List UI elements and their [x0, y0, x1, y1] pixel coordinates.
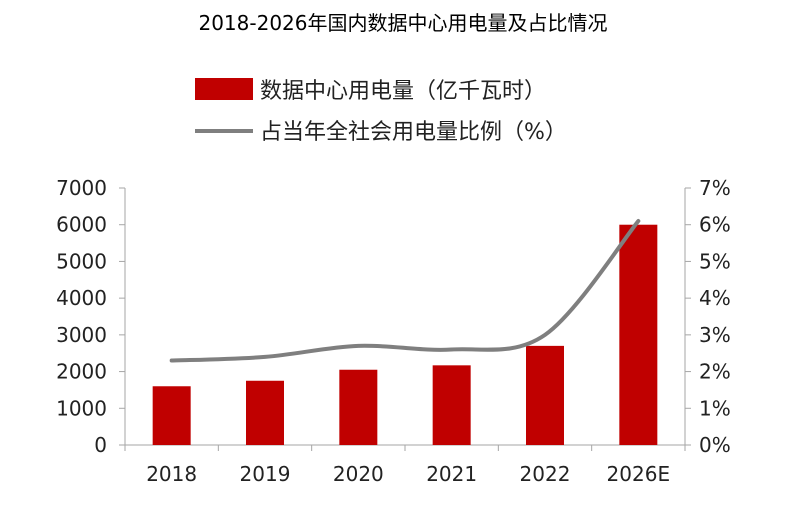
bar — [339, 369, 378, 445]
right-tick-label: 1% — [699, 396, 731, 420]
legend-bar-label: 数据中心用电量（亿千瓦时） — [260, 79, 546, 104]
right-tick-label: 0% — [699, 433, 731, 457]
left-tick-label: 0 — [94, 433, 107, 457]
right-tick-label: 7% — [699, 176, 731, 200]
chart-title: 2018-2026年国内数据中心用电量及占比情况 — [198, 11, 607, 35]
left-tick-label: 1000 — [56, 396, 107, 420]
legend: 数据中心用电量（亿千瓦时） 占当年全社会用电量比例（%） — [195, 78, 567, 145]
ratio-line — [169, 219, 641, 363]
bar — [152, 386, 191, 445]
x-tick-label: 2019 — [240, 462, 291, 486]
x-tick-label: 2022 — [520, 462, 571, 486]
x-tick-label: 2021 — [426, 462, 477, 486]
bar — [432, 365, 471, 445]
left-tick-label: 5000 — [56, 249, 107, 273]
right-tick-label: 4% — [699, 286, 731, 310]
left-tick-label: 3000 — [56, 323, 107, 347]
x-tick-label: 2026E — [607, 462, 671, 486]
left-tick-label: 7000 — [56, 176, 107, 200]
bar — [619, 224, 658, 445]
right-tick-label: 3% — [699, 323, 731, 347]
bar — [526, 345, 564, 445]
left-tick-label: 4000 — [56, 286, 107, 310]
bar — [246, 380, 284, 445]
plot-area: 0 1000 2000 3000 4000 5000 6000 7000 0% 1% 2% 3% 4% 5… — [56, 176, 731, 486]
x-tick-label: 2018 — [146, 462, 197, 486]
right-tick-label: 2% — [699, 360, 731, 384]
right-tick-label: 6% — [699, 213, 731, 237]
left-tick-label: 2000 — [56, 360, 107, 384]
x-tick-label: 2020 — [333, 462, 384, 486]
right-tick-label: 5% — [699, 249, 731, 273]
left-tick-label: 6000 — [56, 213, 107, 237]
legend-line-label: 占当年全社会用电量比例（%） — [260, 120, 567, 145]
legend-bar-swatch — [195, 78, 253, 100]
